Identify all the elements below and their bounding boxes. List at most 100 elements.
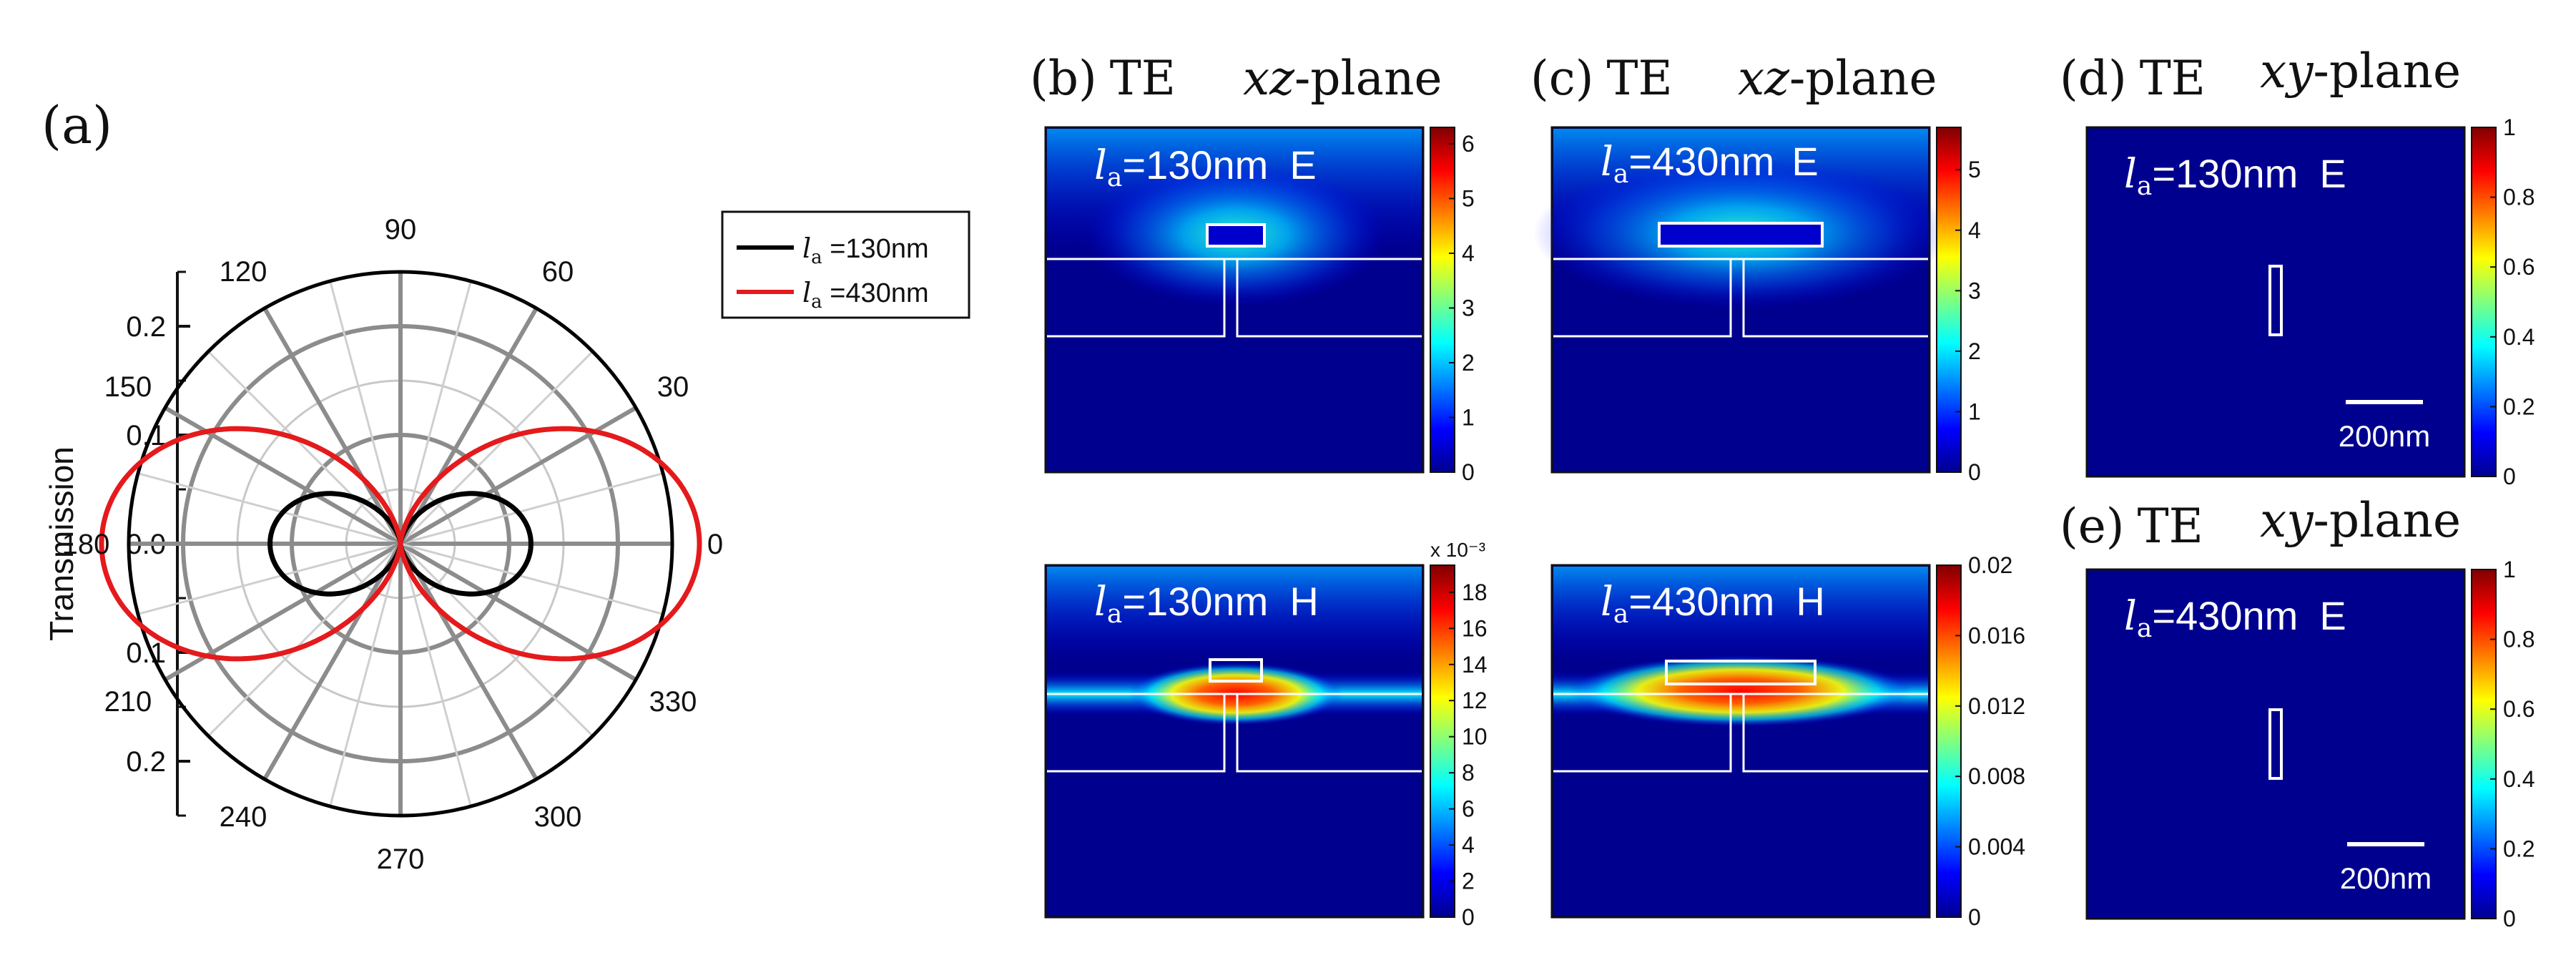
polar-outer-ring bbox=[127, 270, 674, 818]
heatmap-c-top: la=430nm E bbox=[1533, 126, 1948, 474]
colorbar-tick-label: 14 bbox=[1462, 652, 1488, 678]
polar-spoke-minor bbox=[400, 542, 664, 615]
polar-curve-430nm bbox=[99, 426, 702, 662]
colorbar-tick-label: 1 bbox=[1462, 404, 1475, 430]
polar-angle-label: 300 bbox=[534, 801, 582, 833]
colorbar-tick-label: 0 bbox=[1968, 459, 1981, 485]
colorbar-tick-label: 6 bbox=[1462, 131, 1475, 157]
colorbar-e: 0 0.2 0.4 0.6 0.8 1 bbox=[2471, 557, 2535, 932]
colorbar-tick-label: 1 bbox=[1968, 399, 1981, 424]
colorbar-tick-label: 2 bbox=[1968, 338, 1981, 364]
polar-angle-label: 330 bbox=[649, 686, 697, 718]
colorbar-tick-label: 0 bbox=[2503, 464, 2516, 489]
legend-box bbox=[721, 210, 970, 319]
colorbar-b-bottom: x 10⁻³ 0 2 4 6 8 10 12 14 16 18 bbox=[1430, 539, 1488, 930]
polar-curve-130nm bbox=[267, 491, 534, 597]
panel-d-title: (d) TE xy-plane bbox=[2060, 44, 2461, 106]
polar-spoke-major bbox=[398, 542, 539, 781]
heatmap-b-bottom: la=130nm H bbox=[1044, 564, 1425, 919]
polar-spoke-major bbox=[164, 406, 402, 546]
polar-angle-labels: 0 30 60 90 120 150 180 210 240 270 300 330 bbox=[62, 214, 724, 875]
polar-spoke-minor bbox=[399, 351, 594, 545]
svg-text:(d)TE: (d) TE bbox=[2060, 51, 2206, 106]
panel-a-label: (a) bbox=[41, 95, 112, 155]
svg-text:xz-plane: xz-plane bbox=[1738, 51, 1937, 106]
svg-text:xy-plane: xy-plane bbox=[2260, 44, 2461, 99]
polar-angle-label: 0 bbox=[707, 529, 723, 560]
svg-text:xz-plane: xz-plane bbox=[1243, 51, 1442, 106]
colorbar-tick-label: 18 bbox=[1462, 580, 1488, 605]
heatmap-c-bottom: la=430nm H bbox=[1550, 564, 1931, 919]
colorbar-tick-label: 3 bbox=[1462, 295, 1475, 321]
legend: la =130nm la =430nm bbox=[721, 210, 970, 319]
colorbar-tick-label: 0.012 bbox=[1968, 693, 2025, 719]
colorbar-tick-label: 0.2 bbox=[2503, 393, 2535, 419]
colorbar-b-top: 0 1 2 3 4 5 6 bbox=[1430, 127, 1475, 485]
heatmap-b-top: la=130nm E bbox=[1044, 126, 1425, 474]
colorbar-exponent: x 10⁻³ bbox=[1430, 539, 1485, 561]
legend-label-430nm: la =430nm bbox=[802, 277, 929, 313]
polar-spoke-major bbox=[164, 542, 402, 682]
colorbar-tick-label: 4 bbox=[1462, 240, 1475, 266]
polar-angle-label: 210 bbox=[104, 686, 152, 718]
svg-text:(b)TE: (b) TE bbox=[1030, 51, 1176, 106]
polar-spoke-major bbox=[398, 307, 539, 545]
legend-label-130nm: la =130nm bbox=[802, 233, 929, 268]
svg-text:(c)TE: (c) TE bbox=[1530, 51, 1673, 106]
polar-spoke-major bbox=[262, 542, 403, 781]
polar-spoke-major bbox=[262, 307, 403, 545]
colorbar-tick-label: 0 bbox=[1968, 904, 1981, 930]
colorbar-tick-label: 0.02 bbox=[1968, 552, 2012, 578]
colorbar-tick-label: 0.6 bbox=[2503, 254, 2535, 280]
polar-spoke-minor bbox=[329, 280, 402, 544]
colorbar-tick-label: 12 bbox=[1462, 688, 1488, 713]
polar-spoke-major bbox=[399, 542, 637, 682]
colorbar-tick-label: 0.004 bbox=[1968, 834, 2025, 860]
panel-b-title: (b) TE xz-plane bbox=[1030, 51, 1442, 106]
panel-e-title: (e) TE xy-plane bbox=[2060, 493, 2461, 554]
polar-angle-label: 240 bbox=[220, 801, 267, 833]
colorbar-tick-label: 0 bbox=[2503, 906, 2516, 932]
radial-tick-label: 0.2 bbox=[126, 311, 166, 343]
polar-angle-label: 90 bbox=[385, 214, 417, 245]
colorbar-tick-label: 6 bbox=[1462, 796, 1475, 822]
polar-angle-label: 270 bbox=[377, 844, 425, 875]
scalebar-e-label: 200nm bbox=[2340, 861, 2432, 895]
colorbar-tick-label: 0.2 bbox=[2503, 836, 2535, 861]
polar-angle-label: 30 bbox=[657, 371, 689, 403]
colorbar-tick-label: 4 bbox=[1968, 217, 1981, 243]
polar-spoke-minor bbox=[329, 543, 402, 807]
colorbar-d: 0 0.2 0.4 0.6 0.8 1 bbox=[2471, 114, 2535, 489]
colorbar-tick-label: 10 bbox=[1462, 724, 1488, 750]
polar-spoke-minor bbox=[207, 351, 402, 545]
polar-spoke-major bbox=[399, 406, 637, 546]
colorbar-tick-label: 0.8 bbox=[2503, 185, 2535, 210]
polar-ylabel: Transmission bbox=[43, 446, 80, 641]
heatmap-d: 200nm la=130nm E bbox=[2085, 126, 2466, 478]
polar-angle-label: 150 bbox=[104, 371, 152, 403]
colorbar-tick-label: 3 bbox=[1968, 278, 1981, 303]
polar-spoke-minor bbox=[207, 542, 402, 737]
colorbar-tick-label: 0.4 bbox=[2503, 324, 2535, 350]
colorbar-tick-label: 8 bbox=[1462, 760, 1475, 786]
colorbar-tick-label: 2 bbox=[1462, 350, 1475, 376]
polar-grid bbox=[127, 270, 674, 818]
colorbar-tick-label: 0.008 bbox=[1968, 763, 2025, 789]
polar-angle-label: 60 bbox=[542, 256, 574, 288]
colorbar-tick-label: 0.4 bbox=[2503, 766, 2535, 792]
svg-text:(e)TE: (e) TE bbox=[2060, 499, 2203, 554]
scalebar-d-label: 200nm bbox=[2339, 419, 2430, 453]
polar-spoke-minor bbox=[137, 472, 401, 545]
polar-spoke-minor bbox=[137, 542, 401, 615]
polar-angle-label: 180 bbox=[62, 529, 110, 560]
colorbar-tick-label: 0 bbox=[1462, 904, 1475, 930]
polar-spoke-minor bbox=[399, 543, 472, 807]
colorbar-c-top: 0 1 2 3 4 5 bbox=[1936, 127, 1981, 485]
polar-angle-label: 120 bbox=[220, 256, 267, 288]
